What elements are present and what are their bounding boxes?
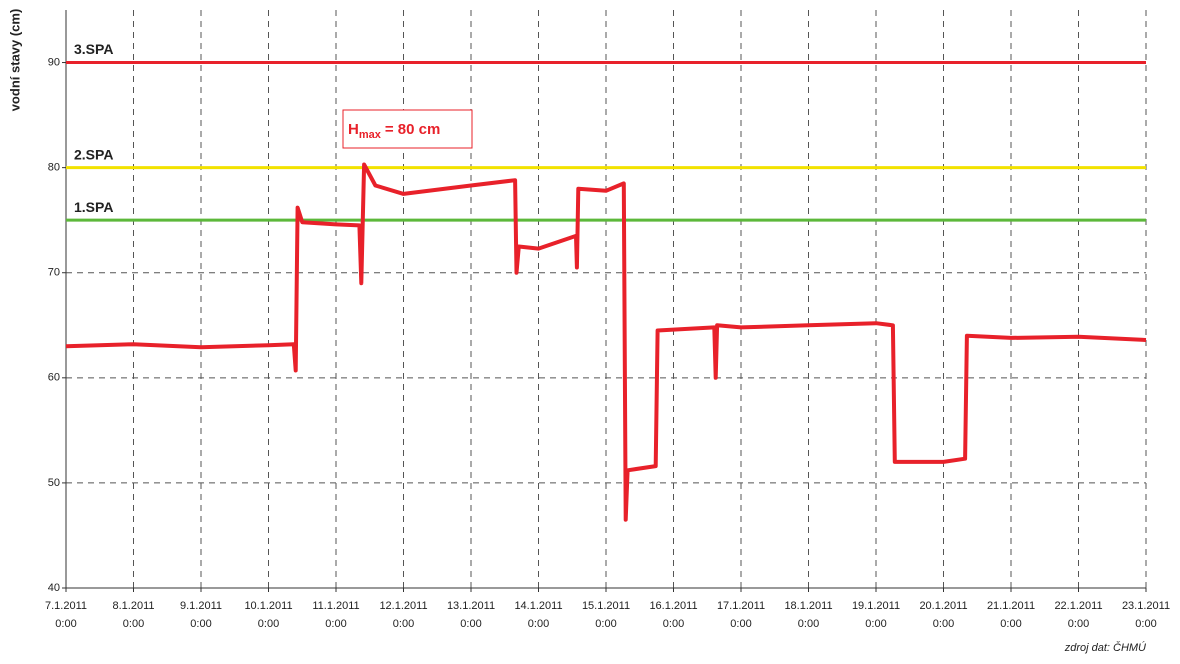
annotation-part: max: [359, 129, 382, 141]
y-tick-label: 80: [48, 162, 60, 174]
x-tick-label: 16.1.2011: [649, 600, 697, 612]
x-tick-label: 0:00: [595, 618, 616, 630]
x-tick-label: 22.1.2011: [1054, 600, 1102, 612]
x-tick-label: 17.1.2011: [717, 600, 765, 612]
y-tick-label: 40: [48, 582, 60, 594]
x-tick-label: 0:00: [123, 618, 144, 630]
x-tick-label: 0:00: [730, 618, 751, 630]
annotation-box: [342, 109, 473, 149]
x-tick-label: 0:00: [528, 618, 549, 630]
x-tick-label: 0:00: [55, 618, 76, 630]
x-tick-label: 21.1.2011: [987, 600, 1035, 612]
x-tick-label: 13.1.2011: [447, 600, 495, 612]
x-tick-label: 15.1.2011: [582, 600, 630, 612]
x-tick-label: 0:00: [1135, 618, 1156, 630]
x-tick-label: 19.1.2011: [852, 600, 900, 612]
x-tick-label: 12.1.2011: [379, 600, 427, 612]
x-tick-label: 0:00: [460, 618, 481, 630]
x-tick-label: 8.1.2011: [112, 600, 154, 612]
source: zdroj dat: ČHMÚ: [1064, 641, 1146, 654]
y-tick-label: 60: [48, 372, 60, 384]
x-tick-label: 0:00: [393, 618, 414, 630]
x-tick-label: 0:00: [1068, 618, 1089, 630]
y-tick-label: 50: [48, 477, 60, 489]
threshold-label: 1.SPA: [74, 199, 113, 215]
x-tick-label: 0:00: [663, 618, 684, 630]
x-tick-label: 0:00: [798, 618, 819, 630]
data-line: [65, 162, 1147, 522]
x-tick-label: 0:00: [325, 618, 346, 630]
x-tick-label: 0:00: [1000, 618, 1021, 630]
threshold-label: 3.SPA: [74, 41, 113, 57]
x-tick-label: 10.1.2011: [244, 600, 292, 612]
x-tick-label: 0:00: [865, 618, 886, 630]
x-tick-label: 23.1.2011: [1122, 600, 1170, 612]
x-tick-label: 9.1.2011: [180, 600, 222, 612]
threshold-label: 2.SPA: [74, 146, 113, 162]
annotation-part: H: [348, 121, 359, 138]
x-tick-label: 14.1.2011: [514, 600, 562, 612]
x-tick-label: 0:00: [258, 618, 279, 630]
y-tick-label: 90: [48, 56, 60, 68]
x-tick-label: 20.1.2011: [919, 600, 967, 612]
annotation-part: = 80 cm: [385, 121, 440, 138]
y-axis-label: vodní stavy (cm): [7, 9, 22, 112]
x-tick-label: 0:00: [190, 618, 211, 630]
x-tick-label: 18.1.2011: [784, 600, 832, 612]
y-tick-label: 70: [48, 267, 60, 279]
x-tick-label: 0:00: [933, 618, 954, 630]
annotation: Hmax = 80 cm: [348, 121, 440, 141]
x-tick-label: 11.1.2011: [312, 600, 359, 612]
x-tick-label: 7.1.2011: [45, 600, 87, 612]
